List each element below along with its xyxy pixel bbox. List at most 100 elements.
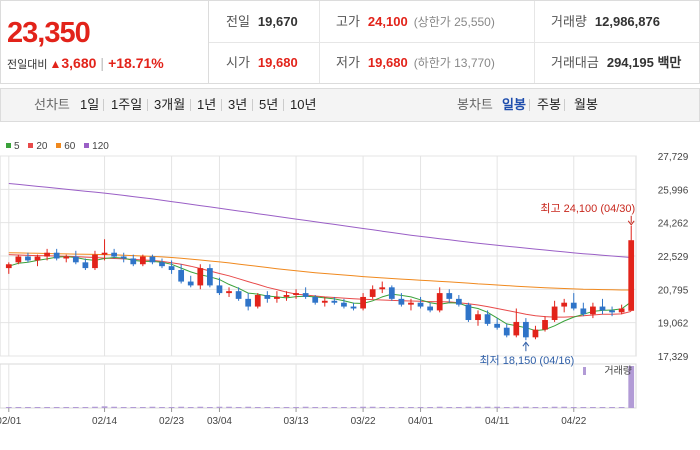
legend-label: 60 [64, 141, 76, 152]
volume-bar [561, 406, 568, 408]
candle-body [551, 306, 558, 321]
volume-bar [455, 407, 462, 408]
candle-body [360, 296, 366, 309]
volume-bar [609, 407, 615, 408]
high-arrowhead-icon [627, 220, 635, 226]
candle-body [513, 321, 520, 336]
candle-body [427, 306, 433, 311]
tab-weekly-candle[interactable]: 주봉 [537, 97, 561, 112]
volume-bar [293, 407, 299, 408]
stat-prev-close: 전일 19,670 [226, 1, 298, 42]
volume-bar [44, 407, 50, 408]
candle-body [254, 295, 261, 307]
volume-bar [15, 407, 22, 408]
tab-separator [283, 99, 284, 111]
volume-bar [427, 407, 433, 408]
stats-grid: 전일 19,670 고가 24,100 (상한가 25,550) 거래량 12,986,… [209, 1, 699, 83]
change-value: 3,680 [61, 55, 97, 71]
tab-monthly-candle[interactable]: 월봉 [574, 97, 598, 112]
volume-bar [130, 407, 137, 408]
legend-swatch [6, 143, 11, 148]
moving-average-line-120 [8, 183, 632, 258]
stat-label: 거래대금 [551, 55, 599, 70]
stat-label: 시가 [226, 55, 250, 70]
volume-bar [321, 407, 328, 408]
volume-bar [628, 366, 635, 408]
stat-trade-value: 거래대금 294,195 백만 [551, 42, 681, 83]
tab-separator [529, 99, 530, 111]
candle-body [159, 262, 165, 267]
stat-value: 19,670 [257, 14, 298, 29]
candle-body [523, 321, 529, 338]
volume-bar [408, 407, 414, 408]
candle-body [341, 302, 347, 307]
legend-swatch [56, 143, 62, 148]
x-tick-label: 02/01 [0, 416, 22, 427]
candle-body [379, 287, 386, 290]
volume-bar [542, 407, 548, 408]
tab-3-months[interactable]: 3개월 [154, 97, 186, 112]
volume-bar [34, 407, 41, 408]
stat-value: 19,680 [367, 55, 408, 70]
x-tick-label: 03/13 [284, 416, 309, 427]
candle-body [34, 256, 41, 261]
tab-10-years[interactable]: 10년 [290, 97, 317, 112]
volume-bar [379, 407, 386, 408]
candle-body [15, 256, 22, 263]
candle-body [417, 302, 424, 307]
moving-average-line-5 [8, 256, 632, 332]
candle-body [628, 240, 635, 311]
stat-label: 고가 [336, 14, 360, 29]
volume-bar [551, 406, 558, 408]
candle-body [92, 254, 98, 269]
candle-body [226, 291, 232, 294]
volume-bar [599, 407, 606, 408]
candle-body [82, 262, 89, 269]
candle-body [293, 293, 299, 296]
candle-body [63, 256, 70, 259]
candle-body [178, 270, 185, 282]
candle-body [599, 306, 606, 311]
volume-label: 거래량 [604, 365, 632, 377]
tab-3-years[interactable]: 3년 [228, 97, 248, 112]
stat-value: 12,986,876 [594, 14, 660, 29]
volume-bar [523, 406, 529, 408]
candle-body [321, 300, 328, 303]
volume-bar [369, 406, 376, 408]
stat-value: 294,195 [606, 55, 654, 70]
candle-body [302, 293, 309, 297]
legend-item: 20 [28, 141, 47, 152]
volume-bar [417, 407, 424, 408]
candle-body [465, 304, 472, 321]
candle-body [350, 306, 357, 309]
volume-bar [101, 406, 108, 408]
x-tick-label: 03/22 [351, 416, 376, 427]
volume-bar [25, 407, 31, 408]
candlestick-chart[interactable]: 27,729 25,996 24,262 22,529 20,795 19,062 17,3… [0, 150, 700, 450]
stats-row: 시가 19,680 저가 19,680 (하한가 13,770) 거래대금 294,19… [209, 42, 699, 83]
volume-bar [5, 407, 12, 408]
tab-separator [190, 99, 191, 111]
stock-summary-panel: 23,350 전일대비 ▲3,680 | +18.71% 전일 19,670 고가 24,… [0, 0, 700, 84]
candle-body [130, 258, 137, 265]
stat-open: 시가 19,680 [226, 42, 298, 83]
legend-item: 5 [6, 141, 20, 152]
tab-separator [147, 99, 148, 111]
stat-label: 거래량 [551, 14, 587, 29]
tab-1-day[interactable]: 1일 [80, 97, 100, 112]
tab-5-years[interactable]: 5년 [259, 97, 279, 112]
candle-body [532, 329, 539, 338]
tab-1-year[interactable]: 1년 [197, 97, 217, 112]
tab-daily-candle[interactable]: 일봉 [502, 97, 526, 112]
tab-separator [221, 99, 222, 111]
candle-body [388, 287, 395, 299]
y-tick-label: 25,996 [658, 185, 689, 196]
x-tick-label: 02/14 [92, 416, 117, 427]
tab-1-week[interactable]: 1주일 [111, 97, 143, 112]
volume-bar [216, 406, 223, 408]
candle-body [187, 281, 194, 286]
candle-body [503, 327, 510, 336]
volume-bar [226, 406, 232, 408]
volume-bar [570, 407, 577, 408]
candle-body [101, 252, 108, 255]
